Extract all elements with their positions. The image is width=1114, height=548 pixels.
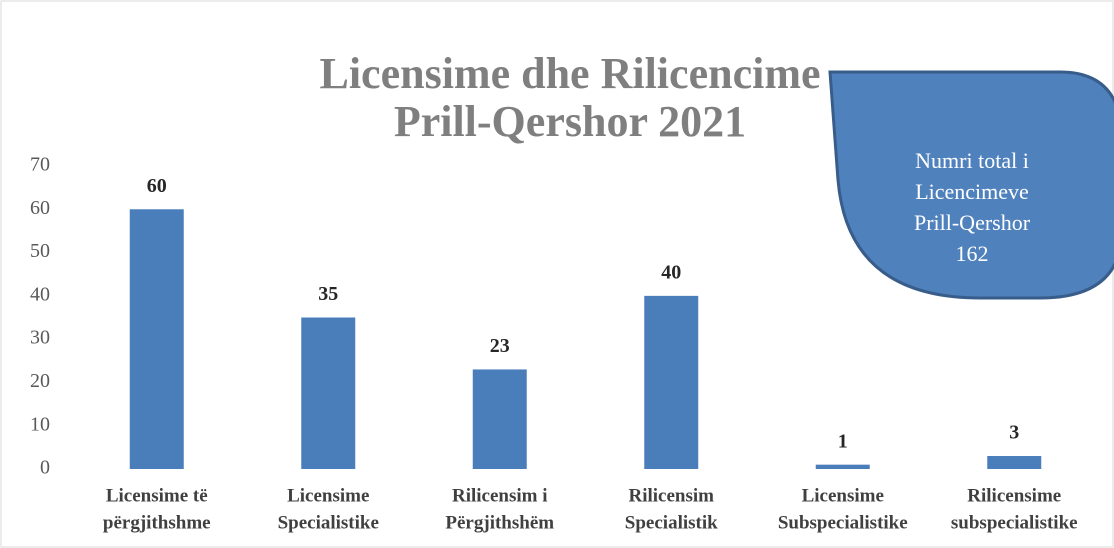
x-tick-label: Licensime (287, 485, 369, 506)
bar (987, 456, 1042, 469)
x-tick-label: përgjithshme (103, 512, 211, 533)
y-tick-label: 10 (30, 413, 50, 435)
callout-text: Licencimeve (915, 179, 1029, 204)
x-tick-label: Licensime të (106, 485, 208, 506)
x-tick-label: Licensime (802, 485, 884, 506)
callout-text: Prill-Qershor (914, 210, 1031, 235)
y-tick-label: 60 (30, 197, 50, 219)
bar (472, 369, 527, 469)
data-label: 35 (318, 283, 338, 305)
x-tick-label: Rilicensime (967, 485, 1061, 506)
y-tick-label: 50 (30, 240, 50, 262)
callout (828, 70, 1114, 300)
x-tick-label: Përgjithshëm (445, 512, 554, 533)
data-label: 40 (661, 261, 681, 283)
y-tick-label: 20 (30, 370, 50, 392)
callout-text: Numri total i (915, 148, 1029, 173)
x-tick-label: Rilicensim i (452, 485, 548, 506)
data-label: 60 (147, 175, 167, 197)
data-label: 23 (490, 335, 510, 357)
bar (815, 464, 870, 469)
x-tick-label: Subspecialistike (778, 512, 908, 533)
x-tick-label: Specialistik (625, 512, 718, 533)
data-label: 3 (1009, 422, 1019, 444)
y-tick-label: 0 (40, 457, 50, 479)
bar (301, 317, 356, 469)
chart-title: Prill-Qershor 2021 (394, 97, 746, 146)
bar (129, 209, 184, 470)
y-tick-label: 70 (30, 154, 50, 176)
chart-title: Licensime dhe Rilicencime (319, 49, 820, 98)
x-tick-label: Rilicensim (629, 485, 715, 506)
y-tick-label: 40 (30, 283, 50, 305)
data-label: 1 (838, 430, 848, 452)
y-tick-label: 30 (30, 327, 50, 349)
callout-text: 162 (956, 241, 989, 266)
x-tick-label: Specialistike (278, 512, 379, 533)
x-tick-label: subspecialistike (951, 512, 1078, 533)
bar (644, 295, 699, 469)
